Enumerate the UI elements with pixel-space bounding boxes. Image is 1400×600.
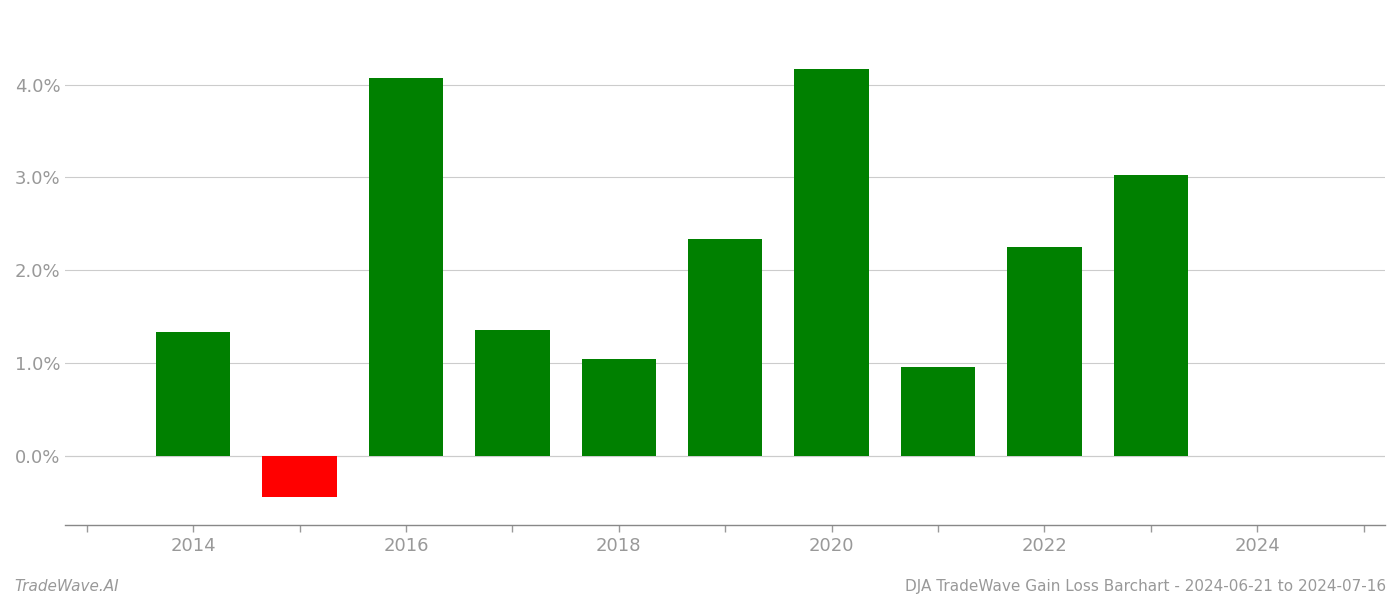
Bar bbox=[687, 239, 763, 455]
Text: TradeWave.AI: TradeWave.AI bbox=[14, 579, 119, 594]
Text: DJA TradeWave Gain Loss Barchart - 2024-06-21 to 2024-07-16: DJA TradeWave Gain Loss Barchart - 2024-… bbox=[904, 579, 1386, 594]
Bar bbox=[262, 455, 337, 497]
Bar bbox=[368, 78, 444, 455]
Bar bbox=[794, 69, 869, 455]
Bar bbox=[1113, 175, 1189, 455]
Bar bbox=[581, 359, 657, 455]
Bar bbox=[155, 332, 231, 455]
Bar bbox=[1007, 247, 1082, 455]
Bar bbox=[475, 331, 550, 455]
Bar bbox=[900, 367, 976, 455]
